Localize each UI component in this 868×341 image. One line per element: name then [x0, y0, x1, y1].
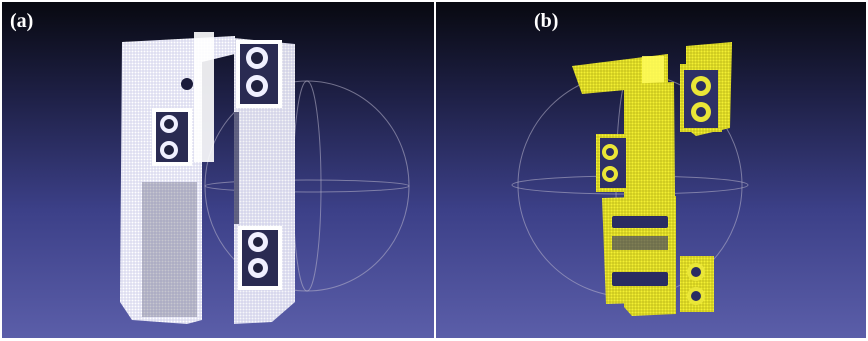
- trackball-gizmo: [204, 80, 410, 292]
- panel-label-b: (b): [534, 10, 559, 32]
- point-cloud-view-a: [120, 32, 410, 324]
- panel-a: (a): [2, 2, 434, 338]
- panel-label-a: (a): [10, 10, 34, 32]
- point-cloud-b: [572, 42, 732, 316]
- point-cloud-a: [120, 32, 295, 324]
- panel-b: (b): [436, 2, 866, 338]
- point-cloud-view-b: [511, 42, 749, 316]
